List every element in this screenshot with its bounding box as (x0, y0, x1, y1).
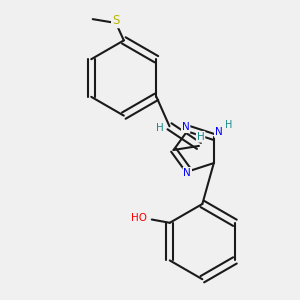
Text: HO: HO (131, 213, 147, 223)
Text: H: H (197, 132, 205, 142)
Text: N: N (182, 122, 190, 132)
Text: H: H (225, 121, 232, 130)
Text: H: H (157, 123, 164, 133)
Text: N: N (183, 168, 191, 178)
Text: N: N (215, 127, 223, 137)
Text: S: S (112, 14, 119, 27)
